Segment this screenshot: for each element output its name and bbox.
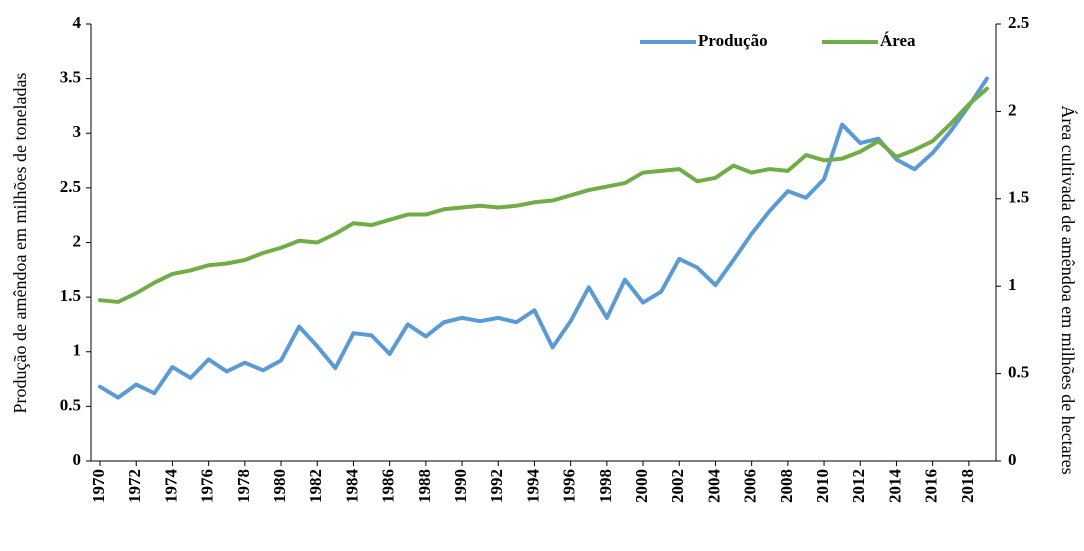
x-tick-label: 2016: [922, 469, 941, 503]
x-tick-label: 1998: [596, 469, 615, 503]
legend-label: Produção: [698, 31, 768, 50]
x-tick-label: 1978: [234, 469, 253, 503]
x-tick-label: 2012: [849, 469, 868, 503]
x-tick-label: 1970: [89, 469, 108, 503]
x-tick-label: 2000: [632, 469, 651, 503]
y-tick-label: 1: [73, 341, 82, 360]
y-tick-label: 1.5: [60, 286, 81, 305]
y2-tick-label: 1: [1008, 275, 1017, 294]
x-tick-label: 1974: [161, 469, 180, 504]
x-tick-label: 1972: [125, 469, 144, 503]
x-tick-label: 2008: [777, 469, 796, 503]
x-tick-label: 2004: [704, 469, 723, 504]
line-series: [98, 76, 989, 400]
legend-label: Área: [880, 31, 916, 50]
x-tick-label: 1984: [342, 469, 361, 504]
x-tick-label: 1986: [379, 469, 398, 503]
x-tick-label: 2018: [958, 469, 977, 503]
x-tick-label: 1994: [523, 469, 542, 504]
x-tick-label: 2014: [885, 469, 904, 504]
y-axis-label: Produção de amêndoa em milhões de tonela…: [10, 73, 30, 414]
x-tick-label: 1976: [198, 469, 217, 503]
x-tick-label: 1988: [415, 469, 434, 503]
y-tick-label: 2.5: [60, 177, 81, 196]
y-tick-label: 4: [73, 13, 82, 32]
line-series: [98, 86, 989, 304]
y2-tick-label: 0.5: [1008, 363, 1029, 382]
x-tick-label: 2010: [813, 469, 832, 503]
y2-tick-label: 1.5: [1008, 188, 1029, 207]
y-tick-label: 0.5: [60, 395, 81, 414]
y-tick-label: 2: [73, 231, 82, 250]
x-tick-label: 1982: [306, 469, 325, 503]
x-tick-label: 1990: [451, 469, 470, 503]
x-tick-label: 1992: [487, 469, 506, 503]
y2-tick-label: 2: [1008, 100, 1017, 119]
x-tick-label: 2002: [668, 469, 687, 503]
x-tick-label: 1980: [270, 469, 289, 503]
y2-axis-label: Área cultivada de amêndoa em milhões de …: [1058, 105, 1079, 474]
x-tick-label: 1996: [560, 469, 579, 503]
y2-tick-label: 0: [1008, 450, 1017, 469]
y-tick-label: 3.5: [60, 68, 81, 87]
y-tick-label: 0: [73, 450, 82, 469]
x-tick-label: 2006: [741, 469, 760, 503]
y-tick-label: 3: [73, 122, 82, 141]
y2-tick-label: 2.5: [1008, 13, 1029, 32]
